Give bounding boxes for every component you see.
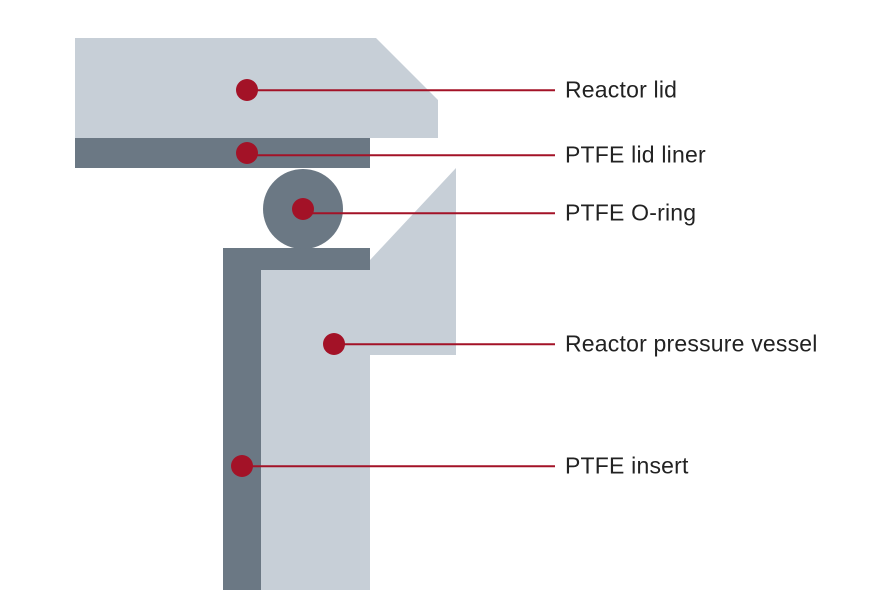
diagram-canvas: Reactor lid PTFE lid liner PTFE O-ring Reac… xyxy=(0,0,886,608)
vessel-wall-outer xyxy=(261,260,370,590)
callout-dot-reactor-lid xyxy=(236,79,258,101)
callout-dot-ptfe-lid-liner xyxy=(236,142,258,164)
callout-dot-ptfe-o-ring xyxy=(292,198,314,220)
leader-line-reactor-lid xyxy=(247,89,555,91)
callout-label-ptfe-insert: PTFE insert xyxy=(565,453,689,480)
callout-dot-reactor-vessel xyxy=(323,333,345,355)
leader-line-reactor-vessel xyxy=(334,343,555,345)
ptfe-insert-shape xyxy=(223,248,261,590)
callout-label-reactor-vessel: Reactor pressure vessel xyxy=(565,331,818,358)
leader-line-ptfe-insert xyxy=(242,465,555,467)
callout-dot-ptfe-insert xyxy=(231,455,253,477)
callout-label-ptfe-o-ring: PTFE O-ring xyxy=(565,200,696,227)
vessel-flange-wedge xyxy=(0,0,886,608)
leader-line-ptfe-lid-liner xyxy=(247,154,555,156)
leader-line-ptfe-o-ring xyxy=(303,212,555,214)
callout-label-reactor-lid: Reactor lid xyxy=(565,77,677,104)
callout-label-ptfe-lid-liner: PTFE lid liner xyxy=(565,142,706,169)
